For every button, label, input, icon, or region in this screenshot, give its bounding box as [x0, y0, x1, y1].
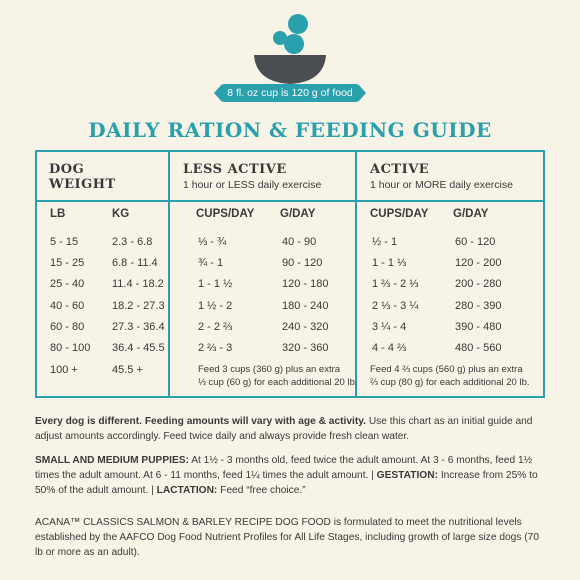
- table-cell: 2 ⅔ - 3: [198, 342, 233, 354]
- table-cell: 15 - 25: [50, 257, 85, 270]
- table-cell: 280 - 390: [455, 299, 502, 312]
- page-title: DAILY RATION & FEEDING GUIDE: [88, 118, 492, 142]
- col-header-lb: LB: [50, 208, 66, 220]
- table-cell: 200 - 280: [455, 278, 502, 291]
- col-header-g-active: G/DAY: [453, 208, 489, 220]
- table-cell: 3 ¼ - 4: [372, 320, 407, 333]
- feeding-table: DOG WEIGHT LESS ACTIVE 1 hour or LESS da…: [35, 150, 545, 398]
- table-cell: 1 - 1 ⅓: [372, 257, 407, 270]
- table-cell: ¾ - 1: [198, 257, 224, 270]
- note-line: ⅓ cup (60 g) for each additional 20 lb.: [198, 377, 358, 388]
- active-extra-note: Feed 4 ⅔ cups (560 g) plus an extra ⅔ cu…: [370, 363, 530, 389]
- active-title: ACTIVE: [370, 162, 430, 177]
- table-cell: 18.2 - 27.3: [112, 299, 165, 312]
- table-cell: 90 - 120: [282, 257, 323, 270]
- table-cell: 240 - 320: [282, 320, 329, 333]
- table-cell: 25 - 40: [50, 278, 85, 291]
- table-cell: 40 - 90: [282, 236, 317, 248]
- table-cell: 2.3 - 6.8: [112, 236, 153, 248]
- guidance-text: Use this chart as an initial guide and a…: [35, 416, 533, 442]
- guidance-emphasis: Every dog is different. Feeding amounts …: [35, 416, 366, 427]
- header-line: WEIGHT: [49, 177, 116, 192]
- table-cell: 320 - 360: [282, 342, 329, 354]
- gestation-label: GESTATION:: [376, 470, 438, 481]
- col-header-cups-active: CUPS/DAY: [370, 208, 429, 220]
- table-cell: 2 - 2 ⅔: [198, 320, 233, 333]
- puppies-label: SMALL AND MEDIUM PUPPIES:: [35, 455, 189, 466]
- table-cell: 120 - 180: [282, 278, 329, 291]
- table-cell: 45.5 +: [112, 364, 143, 376]
- note-line: Feed 4 ⅔ cups (560 g) plus an extra: [370, 364, 523, 375]
- header-line: DOG: [49, 162, 85, 177]
- table-cell: 60 - 80: [50, 320, 85, 333]
- note-line: Feed 3 cups (360 g) plus an extra: [198, 364, 341, 375]
- note-line: ⅔ cup (80 g) for each additional 20 lb.: [370, 377, 530, 388]
- table-cell: 1 ½ - 2: [198, 299, 233, 312]
- col-header-kg: KG: [112, 208, 130, 220]
- table-cell: 390 - 480: [455, 320, 502, 333]
- table-cell: 480 - 560: [455, 342, 502, 354]
- puppies-text: At 1½ - 3 months old, feed twice the adu…: [35, 455, 533, 481]
- table-cell: ⅓ - ¾: [198, 236, 227, 248]
- table-cell: 60 - 120: [455, 236, 496, 248]
- life-stage-guidance: SMALL AND MEDIUM PUPPIES: At 1½ - 3 mont…: [35, 453, 547, 498]
- table-cell: 2 ⅓ - 3 ¼: [372, 299, 419, 312]
- less-active-subtitle: 1 hour or LESS daily exercise: [183, 179, 322, 191]
- table-cell: 11.4 - 18.2: [112, 278, 164, 291]
- table-cell: 120 - 200: [455, 257, 502, 270]
- aafco-statement: ACANA™ CLASSICS SALMON & BARLEY RECIPE D…: [35, 517, 539, 558]
- divider: [355, 152, 357, 396]
- active-subtitle: 1 hour or MORE daily exercise: [370, 179, 513, 191]
- dog-weight-header: DOG WEIGHT: [49, 162, 116, 192]
- lactation-text: Feed “free choice.”: [217, 485, 306, 496]
- bowl-icon: [254, 14, 326, 84]
- divider: [37, 200, 543, 202]
- col-header-cups-less: CUPS/DAY: [196, 208, 255, 220]
- table-cell: 180 - 240: [282, 299, 329, 312]
- table-cell: 1 ⅔ - 2 ⅓: [372, 278, 419, 291]
- general-guidance: Every dog is different. Feeding amounts …: [35, 414, 547, 444]
- less-active-title: LESS ACTIVE: [183, 162, 287, 177]
- table-cell: 1 - 1 ½: [198, 278, 233, 291]
- table-cell: 100 +: [50, 364, 78, 376]
- cup-note-banner: 8 fl. oz cup is 120 g of food: [214, 84, 366, 102]
- table-cell: 27.3 - 36.4: [112, 320, 165, 333]
- table-cell: ½ - 1: [372, 236, 398, 248]
- less-active-extra-note: Feed 3 cups (360 g) plus an extra ⅓ cup …: [198, 363, 358, 389]
- bowl-graphic: [0, 0, 580, 110]
- table-cell: 40 - 60: [50, 299, 85, 312]
- col-header-g-less: G/DAY: [280, 208, 316, 220]
- table-cell: 36.4 - 45.5: [112, 342, 165, 354]
- table-cell: 5 - 15: [50, 236, 79, 248]
- table-cell: 80 - 100: [50, 342, 91, 354]
- divider: [168, 152, 170, 396]
- table-cell: 4 - 4 ⅔: [372, 342, 407, 354]
- gestation-text: Increase from 25% to 50% of the adult am…: [35, 470, 538, 496]
- lactation-label: LACTATION:: [156, 485, 218, 496]
- table-cell: 6.8 - 11.4: [112, 257, 158, 270]
